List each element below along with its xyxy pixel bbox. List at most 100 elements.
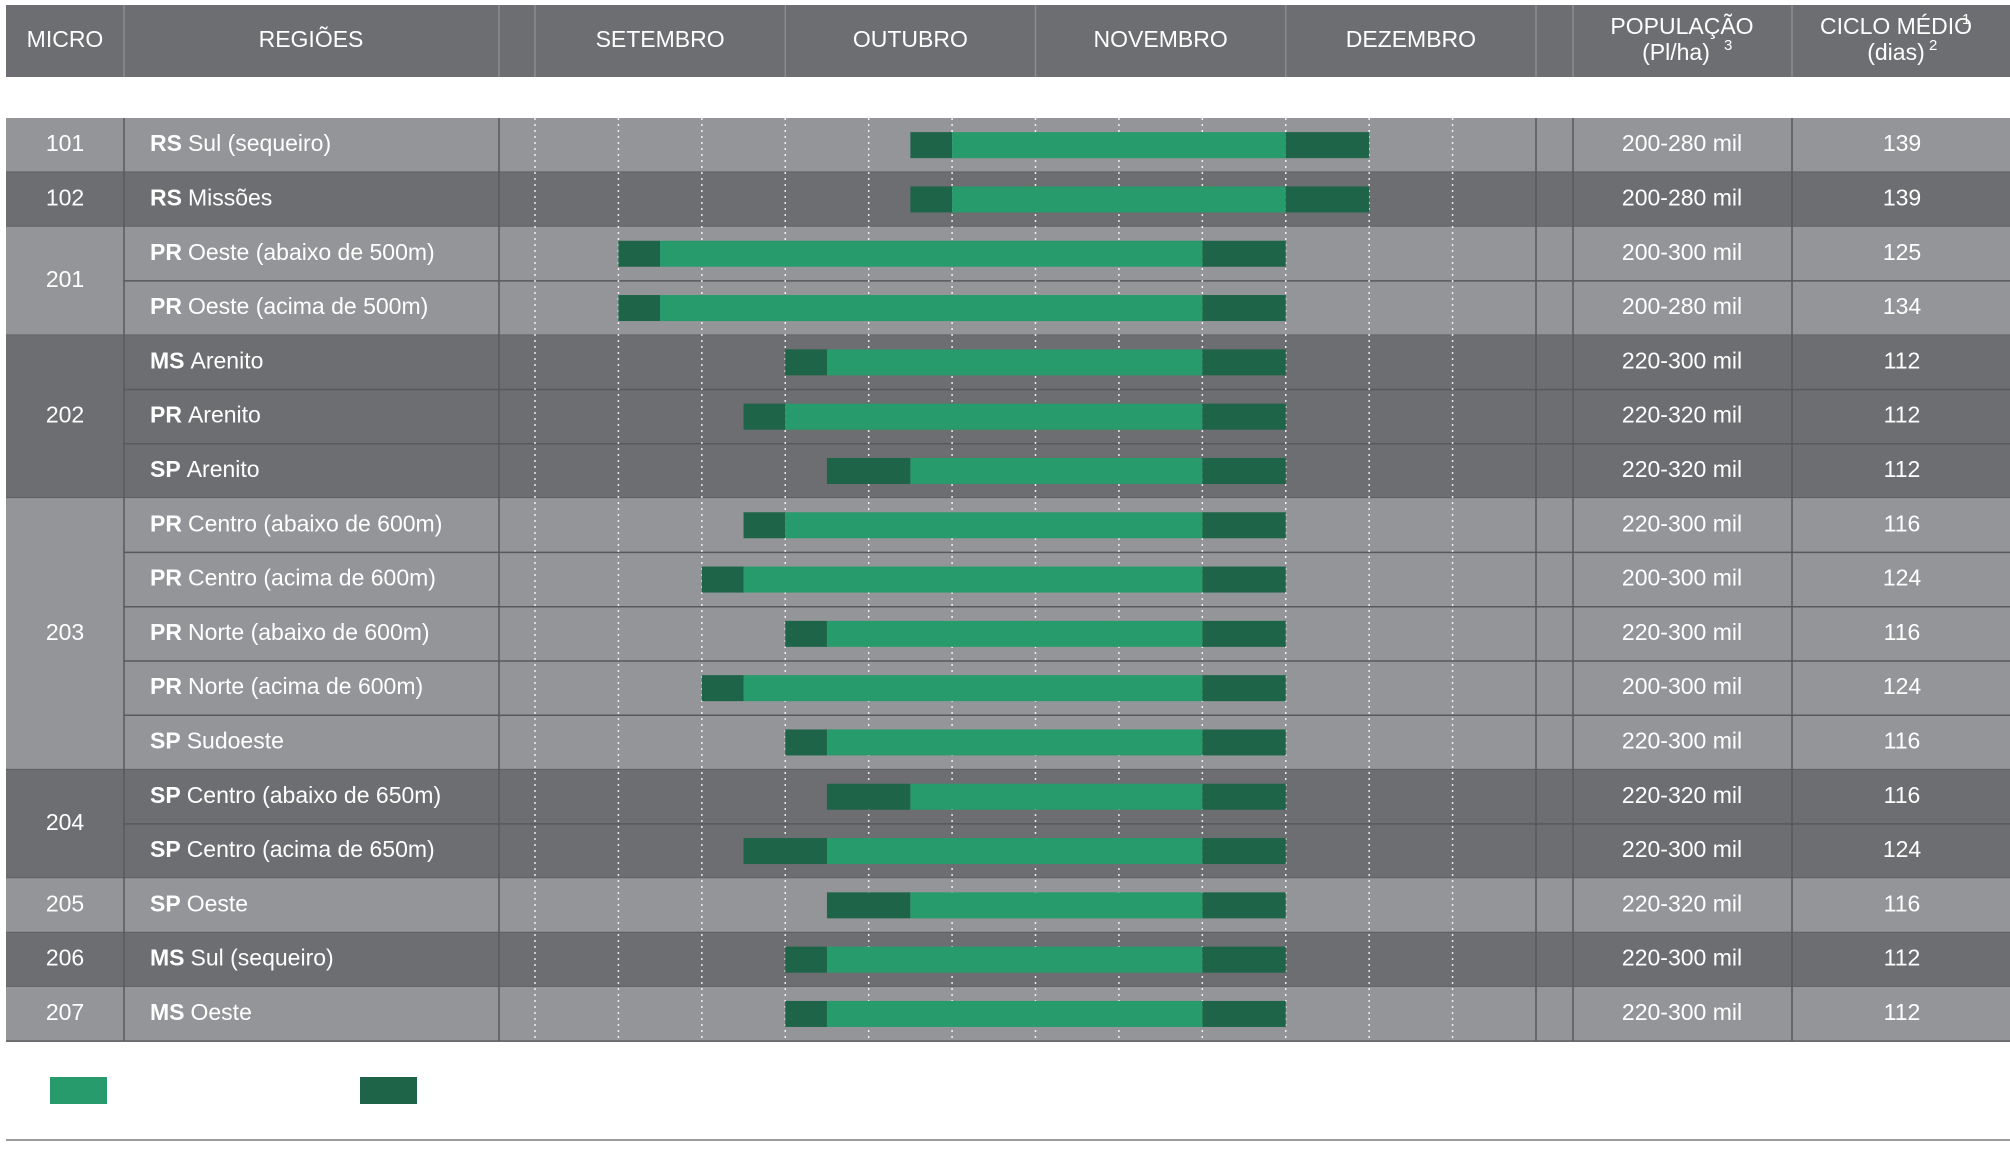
region-name: Centro (abaixo de 650m) [187, 782, 441, 808]
period-bar-early [701, 675, 744, 702]
region-name: Arenito [188, 402, 261, 428]
period-bar-late [1285, 186, 1370, 213]
period-bar-early [910, 132, 953, 159]
population: 220-300 mil [1622, 836, 1742, 862]
state: SP [150, 456, 181, 482]
period-bar-early [743, 512, 786, 539]
period-bar-late [1202, 838, 1286, 865]
population: 200-300 mil [1622, 673, 1742, 699]
state: RS [150, 185, 182, 211]
region: SP Sudoeste [150, 728, 284, 754]
period-bar-ideal [826, 946, 1203, 973]
period-bar-ideal [826, 838, 1203, 865]
cycle: 112 [1884, 456, 1921, 482]
header-cycle-unit: (dias) [1867, 39, 1925, 65]
region: PR Centro (acima de 600m) [150, 565, 436, 591]
period-bar-early [743, 403, 786, 430]
cycle: 116 [1884, 619, 1921, 645]
header-regions: REGIÕES [259, 25, 364, 52]
micro-code: 207 [46, 999, 84, 1025]
region-name: Oeste (acima de 500m) [188, 293, 428, 319]
population: 220-300 mil [1622, 999, 1742, 1025]
period-bar-late [1202, 512, 1286, 539]
population: 200-280 mil [1622, 130, 1742, 156]
cycle: 124 [1883, 673, 1922, 699]
population: 220-300 mil [1622, 945, 1742, 971]
header-month: DEZEMBRO [1346, 26, 1476, 52]
period-bar-late [1202, 620, 1286, 647]
cycle: 112 [1884, 347, 1921, 373]
region-name: Sul (sequeiro) [188, 130, 331, 156]
period-bar-late [1202, 892, 1286, 919]
micro-code: 205 [46, 890, 84, 916]
period-bar-late [1202, 403, 1286, 430]
region: PR Norte (acima de 600m) [150, 673, 423, 699]
period-bar-late [1202, 295, 1286, 322]
header-cycle-note: 1 [1962, 11, 1970, 28]
cycle: 125 [1883, 239, 1921, 265]
legend-swatch-ideal [50, 1077, 107, 1104]
period-bar-late [1202, 457, 1286, 484]
header-cycle-unit-note: 2 [1929, 37, 1937, 54]
population: 220-300 mil [1622, 510, 1742, 536]
cycle: 112 [1884, 945, 1921, 971]
region: SP Centro (abaixo de 650m) [150, 782, 441, 808]
period-bar-early [785, 620, 827, 647]
header-population-note: 3 [1724, 37, 1732, 54]
population: 200-300 mil [1622, 239, 1742, 265]
state: PR [150, 619, 182, 645]
region-name: Centro (abaixo de 600m) [188, 510, 442, 536]
header-cycle: CICLO MÉDIO [1820, 13, 1972, 39]
population: 220-300 mil [1622, 728, 1742, 754]
state: RS [150, 130, 182, 156]
state: MS [150, 999, 185, 1025]
state: PR [150, 239, 182, 265]
state: SP [150, 782, 181, 808]
header-population-unit: (Pl/ha) [1642, 39, 1710, 65]
period-bar-early [618, 295, 661, 322]
cycle: 124 [1883, 565, 1922, 591]
region-name: Sudoeste [187, 728, 284, 754]
period-bar-early [826, 783, 911, 810]
period-bar-late [1202, 729, 1286, 756]
region: SP Centro (acima de 650m) [150, 836, 435, 862]
header-micro: MICRO [27, 26, 104, 52]
population: 220-320 mil [1622, 456, 1742, 482]
region-name: Oeste [191, 999, 252, 1025]
micro-code: 206 [46, 945, 84, 971]
period-bar-ideal [743, 566, 1203, 593]
region-name: Missões [188, 185, 272, 211]
period-bar-ideal [952, 132, 1286, 159]
micro-code: 102 [46, 185, 84, 211]
region: SP Oeste [150, 890, 248, 916]
period-bar-ideal [952, 186, 1286, 213]
region-name: Norte (abaixo de 600m) [188, 619, 430, 645]
header-bg [6, 5, 2010, 77]
region-name: Norte (acima de 600m) [188, 673, 423, 699]
period-bar-early [785, 946, 827, 973]
region: SP Arenito [150, 456, 260, 482]
region: RS Sul (sequeiro) [150, 130, 331, 156]
cycle: 139 [1883, 130, 1921, 156]
population: 220-300 mil [1622, 347, 1742, 373]
region: RS Missões [150, 185, 272, 211]
region: MS Arenito [150, 347, 263, 373]
state: PR [150, 673, 182, 699]
header-month: SETEMBRO [596, 26, 725, 52]
state: SP [150, 890, 181, 916]
period-bar-early [785, 1000, 827, 1027]
period-bar-late [1285, 132, 1370, 159]
period-bar-ideal [785, 512, 1203, 539]
period-bar-late [1202, 240, 1286, 267]
region: PR Centro (abaixo de 600m) [150, 510, 442, 536]
period-bar-ideal [660, 295, 1203, 322]
period-bar-late [1202, 1000, 1286, 1027]
period-bar-ideal [910, 783, 1203, 810]
cycle: 112 [1884, 999, 1921, 1025]
period-bar-late [1202, 349, 1286, 376]
population: 200-280 mil [1622, 185, 1742, 211]
period-bar-early [826, 457, 911, 484]
micro-code: 201 [46, 266, 84, 292]
period-bar-ideal [743, 675, 1203, 702]
state: MS [150, 347, 185, 373]
